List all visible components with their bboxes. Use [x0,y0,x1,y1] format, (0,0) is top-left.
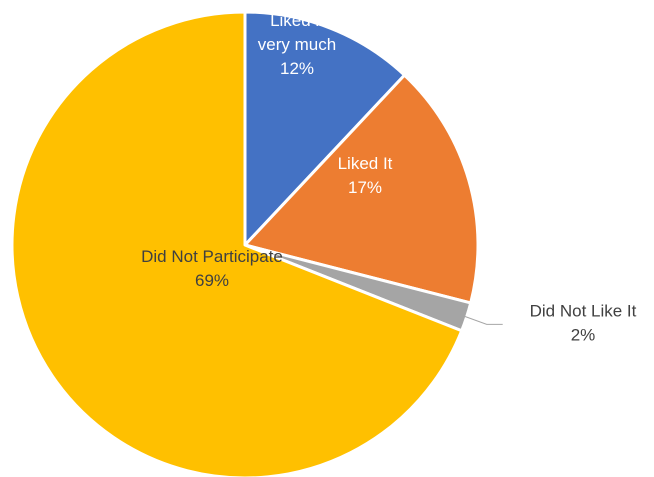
data-label-value: 17% [348,178,382,197]
data-label-category: very much [258,35,336,54]
data-label-value: 2% [571,325,596,344]
data-label-liked-it-very-much: Liked it very much 12% [258,11,336,78]
leader-lines [464,315,503,325]
data-label-value: 12% [280,59,314,78]
data-label-did-not-participate: Did Not Participate 69% [141,247,283,290]
data-label-liked-it: Liked It 17% [338,154,393,197]
data-label-category: Did Not Like It [530,301,637,320]
data-label-category: Did Not Participate [141,247,283,266]
data-label-category: Liked it [270,11,324,30]
data-labels: Liked it very much 12% Liked It 17% Did Not L… [141,11,637,344]
pie-slices [10,10,480,477]
pie-slice-liked-it-very-much [243,10,406,247]
leader-line-did-not-like-it [464,315,503,325]
pie-slice-liked-it [243,73,480,305]
data-label-value: 69% [195,271,229,290]
data-label-category: Liked It [338,154,393,173]
pie-slice-did-not-participate [10,10,464,477]
data-label-did-not-like-it: Did Not Like It 2% [530,301,637,344]
